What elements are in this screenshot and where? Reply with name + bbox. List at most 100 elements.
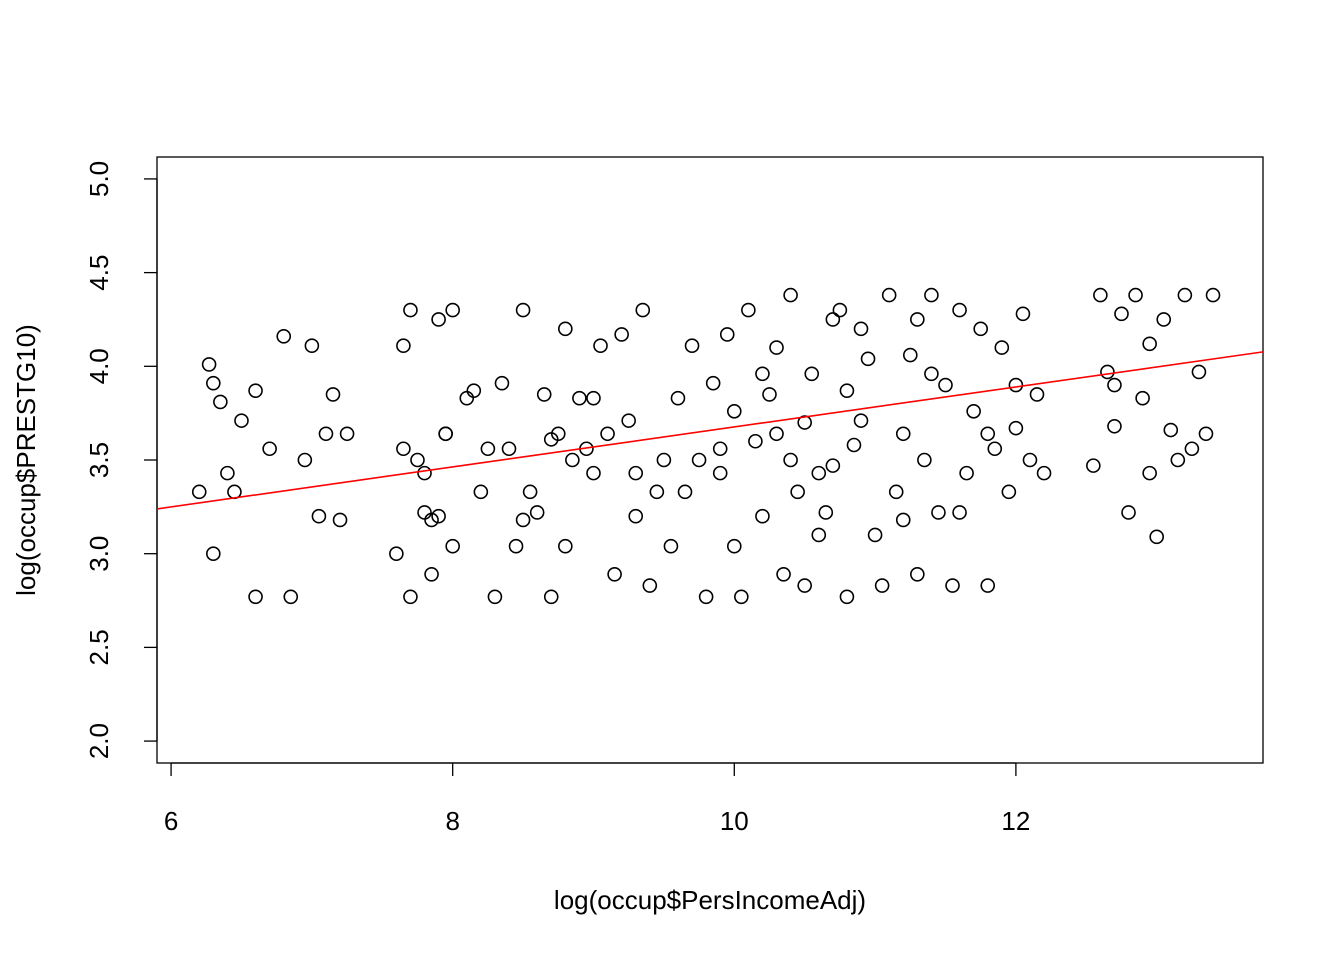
point: [283, 589, 299, 605]
x-tick-label: 10: [720, 806, 749, 836]
point: [987, 441, 1003, 457]
point: [917, 452, 932, 468]
point: [860, 351, 876, 367]
point: [924, 366, 939, 382]
point: [797, 578, 812, 593]
x-axis-label: log(occup$PersIncomeAdj): [554, 885, 866, 915]
point: [431, 312, 446, 327]
point: [1029, 387, 1045, 402]
point: [515, 302, 531, 318]
point: [445, 538, 460, 554]
point: [811, 527, 827, 543]
point: [649, 484, 665, 500]
point: [473, 484, 489, 500]
point: [628, 465, 644, 481]
point: [522, 484, 538, 500]
point: [839, 589, 855, 605]
point: [304, 338, 320, 353]
point: [586, 465, 601, 481]
point: [248, 383, 263, 398]
point: [600, 426, 615, 442]
point: [614, 327, 629, 342]
x-tick-label: 12: [1001, 806, 1030, 836]
point: [1100, 364, 1115, 380]
point: [1170, 452, 1186, 468]
point: [769, 426, 784, 442]
point: [663, 538, 679, 554]
point: [705, 375, 721, 391]
point: [586, 390, 601, 406]
point: [1114, 306, 1129, 322]
point: [684, 338, 700, 353]
point: [438, 426, 453, 442]
point: [396, 338, 411, 353]
point: [1093, 287, 1108, 303]
point: [628, 508, 644, 524]
point: [776, 567, 791, 582]
point: [825, 312, 841, 327]
point: [424, 567, 439, 582]
point: [973, 321, 988, 337]
point: [403, 589, 418, 605]
point: [1036, 465, 1052, 481]
point: [924, 287, 939, 303]
point: [910, 567, 925, 582]
point: [670, 390, 686, 406]
point: [1177, 287, 1193, 303]
point: [572, 390, 587, 406]
point: [1142, 465, 1157, 481]
y-tick-label: 4.0: [84, 348, 114, 384]
point: [741, 302, 756, 318]
point: [1022, 452, 1038, 468]
point: [593, 338, 608, 353]
point: [234, 413, 249, 428]
point: [762, 387, 777, 402]
point: [895, 426, 911, 442]
point: [656, 452, 672, 468]
point: [945, 578, 960, 593]
point: [734, 589, 749, 605]
point: [1121, 505, 1136, 520]
point: [213, 394, 228, 410]
point: [227, 484, 242, 500]
point: [867, 527, 883, 543]
y-tick-label: 3.0: [84, 536, 114, 572]
point: [325, 387, 341, 402]
point: [846, 437, 862, 453]
point: [952, 505, 967, 520]
point: [536, 387, 552, 402]
point: [790, 484, 805, 500]
point: [811, 465, 827, 481]
point: [206, 375, 221, 391]
y-axis-label: log(occup$PRESTG10): [11, 324, 41, 596]
point: [558, 538, 573, 554]
point: [276, 329, 292, 344]
point: [1086, 458, 1101, 473]
point: [1107, 418, 1122, 434]
point: [755, 508, 770, 524]
point: [501, 441, 517, 457]
point: [980, 426, 996, 442]
point: [339, 426, 355, 442]
point: [1015, 306, 1031, 322]
point: [839, 383, 855, 398]
point: [874, 578, 890, 593]
point: [318, 426, 334, 442]
point: [332, 512, 348, 528]
y-tick-label: 4.5: [84, 255, 114, 291]
point: [888, 484, 904, 500]
point: [691, 452, 707, 468]
point: [311, 508, 327, 524]
point: [1008, 420, 1024, 436]
point: [642, 578, 658, 593]
point: [607, 567, 622, 582]
point: [248, 589, 263, 605]
point: [515, 512, 531, 528]
point: [565, 452, 580, 468]
point: [938, 377, 953, 393]
point: [698, 589, 714, 605]
point: [480, 441, 496, 457]
point: [783, 287, 798, 303]
